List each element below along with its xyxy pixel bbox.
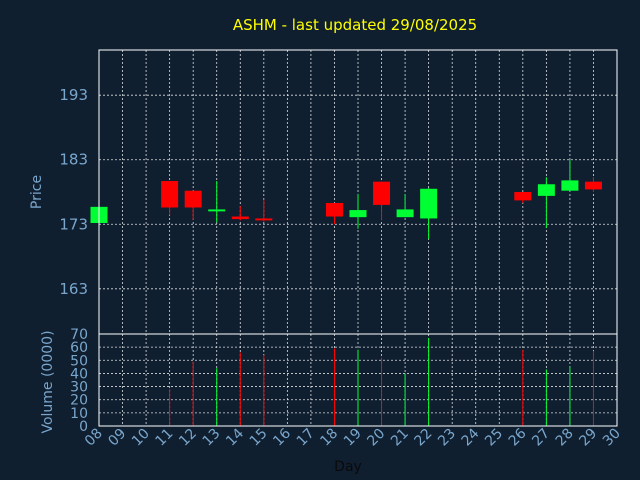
candle-body [231,216,249,220]
price-tick-label: 183 [59,151,88,169]
candle [184,190,202,220]
candle [325,202,343,225]
candle-body [420,188,438,219]
day-axis-label: Day [334,459,362,475]
day-tick-label: 12 [176,426,200,450]
day-tick-label: 24 [459,425,483,449]
day-tick-label: 25 [482,426,506,450]
price-axis-label: Price [29,175,45,209]
candle [161,181,179,216]
volume-panel-frame [98,333,618,427]
day-tick-label: 21 [388,426,412,450]
volume-tick-label: 60 [70,340,88,356]
candles [90,159,602,240]
volume-axis-label: Volume (0000) [40,330,56,433]
day-tick-label: 17 [294,426,318,450]
candle-body [561,180,579,191]
candle [537,177,555,229]
candle [561,159,579,191]
price-tick-label: 173 [59,215,88,233]
volume-tick-label: 50 [70,353,88,369]
volume-tick-label: 0 [79,419,88,435]
day-tick-label: 29 [576,426,600,450]
volume-tick-label: 40 [70,366,88,382]
day-tick-label: 30 [600,426,624,450]
day-tick-label: 28 [553,426,577,450]
chart-title: ASHM - last updated 29/08/2025 [233,16,477,34]
candle-body [373,181,391,205]
price-tick-label: 163 [59,280,88,298]
day-tick-label: 11 [153,426,177,450]
day-tick-label: 10 [129,426,153,450]
volume-tick-label: 70 [70,327,88,343]
candle-body [396,209,414,218]
candle [373,181,391,221]
candle-body [161,181,179,208]
volume-tick-label: 10 [70,406,88,422]
candle-body [325,202,343,217]
day-tick-label: 27 [529,426,553,450]
day-tick-label: 22 [412,426,436,450]
volume-tick-label: 30 [70,380,88,396]
day-tick-label: 16 [270,425,294,449]
candle-body [514,192,532,201]
candle [231,206,249,221]
volume-tick-label: 20 [70,393,88,409]
day-tick-label: 26 [506,425,530,449]
candle [514,192,532,203]
candle [420,188,438,240]
candle-body [184,190,202,208]
price-tick-label: 193 [59,86,88,104]
volume-bars [169,337,594,426]
day-tick-labels: 08 09 10 11 12 13 14 15 16 17 18 19 20 21 22 23 24 25 26 27… [82,425,624,449]
candle-body [584,181,602,190]
day-tick-label: 18 [317,426,341,450]
day-tick-label: 09 [105,426,129,450]
day-tick-label: 14 [223,425,247,449]
candle-body [255,218,273,221]
candle-body [208,209,226,212]
day-tick-label: 19 [341,426,365,450]
price-tick-labels: 193 183 173 163 [59,86,88,298]
candle-body [537,184,555,196]
candle [396,193,414,218]
day-tick-label: 23 [435,426,459,450]
candle-body [349,210,367,218]
candle [208,181,226,223]
day-tick-label: 20 [364,426,388,450]
day-tick-label: 13 [200,426,224,450]
day-tick-label: 15 [247,426,271,450]
candle [584,177,602,192]
candle [349,193,367,229]
candle [255,199,273,222]
